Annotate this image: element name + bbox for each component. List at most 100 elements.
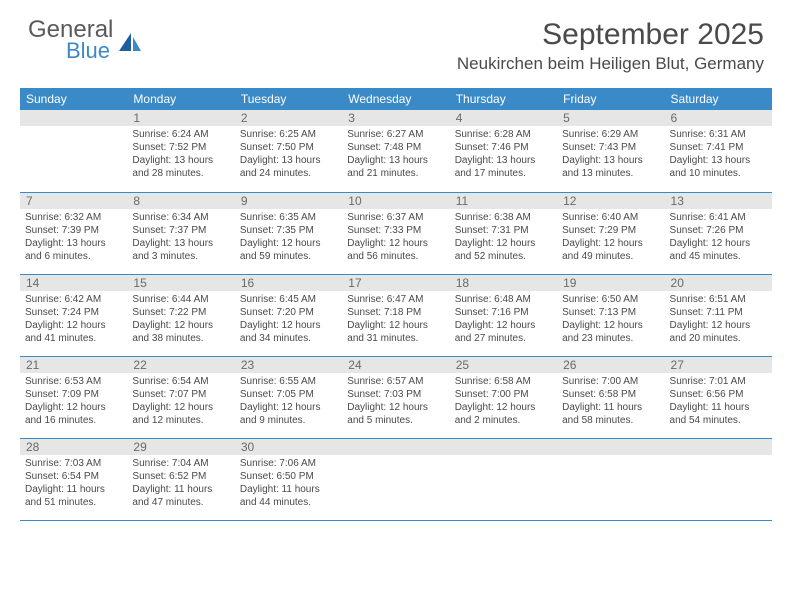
sunset-text: Sunset: 7:07 PM (132, 388, 229, 401)
sunset-text: Sunset: 7:29 PM (562, 224, 659, 237)
sunset-text: Sunset: 7:09 PM (25, 388, 122, 401)
day-number: 14 (20, 275, 127, 291)
day-number: 13 (665, 193, 772, 209)
day-number: 16 (235, 275, 342, 291)
sunrise-text: Sunrise: 6:42 AM (25, 293, 122, 306)
daylight-text: Daylight: 12 hours and 2 minutes. (455, 401, 552, 427)
day-number: 23 (235, 357, 342, 373)
sunrise-text: Sunrise: 6:25 AM (240, 128, 337, 141)
sunset-text: Sunset: 7:13 PM (562, 306, 659, 319)
sunset-text: Sunset: 7:20 PM (240, 306, 337, 319)
sunrise-text: Sunrise: 6:44 AM (132, 293, 229, 306)
sunset-text: Sunset: 7:41 PM (670, 141, 767, 154)
calendar-empty-cell (342, 438, 449, 520)
day-number-empty (557, 439, 664, 455)
daylight-text: Daylight: 12 hours and 56 minutes. (347, 237, 444, 263)
page-header: General Blue September 2025 Neukirchen b… (0, 0, 792, 80)
weekday-header: Sunday (20, 88, 127, 110)
day-details: Sunrise: 6:48 AMSunset: 7:16 PMDaylight:… (450, 291, 557, 349)
daylight-text: Daylight: 12 hours and 23 minutes. (562, 319, 659, 345)
calendar-day-cell: 4Sunrise: 6:28 AMSunset: 7:46 PMDaylight… (450, 110, 557, 192)
calendar-day-cell: 14Sunrise: 6:42 AMSunset: 7:24 PMDayligh… (20, 274, 127, 356)
calendar-day-cell: 23Sunrise: 6:55 AMSunset: 7:05 PMDayligh… (235, 356, 342, 438)
calendar-day-cell: 21Sunrise: 6:53 AMSunset: 7:09 PMDayligh… (20, 356, 127, 438)
day-details: Sunrise: 7:01 AMSunset: 6:56 PMDaylight:… (665, 373, 772, 431)
sunset-text: Sunset: 7:18 PM (347, 306, 444, 319)
sunset-text: Sunset: 7:22 PM (132, 306, 229, 319)
sunset-text: Sunset: 7:39 PM (25, 224, 122, 237)
sunset-text: Sunset: 6:54 PM (25, 470, 122, 483)
day-number: 5 (557, 110, 664, 126)
day-details: Sunrise: 6:34 AMSunset: 7:37 PMDaylight:… (127, 209, 234, 267)
sunset-text: Sunset: 6:56 PM (670, 388, 767, 401)
calendar-week-row: 21Sunrise: 6:53 AMSunset: 7:09 PMDayligh… (20, 356, 772, 438)
daylight-text: Daylight: 11 hours and 51 minutes. (25, 483, 122, 509)
calendar-day-cell: 2Sunrise: 6:25 AMSunset: 7:50 PMDaylight… (235, 110, 342, 192)
daylight-text: Daylight: 12 hours and 41 minutes. (25, 319, 122, 345)
day-number: 12 (557, 193, 664, 209)
sunrise-text: Sunrise: 6:50 AM (562, 293, 659, 306)
calendar-day-cell: 15Sunrise: 6:44 AMSunset: 7:22 PMDayligh… (127, 274, 234, 356)
calendar-empty-cell (20, 110, 127, 192)
calendar-day-cell: 22Sunrise: 6:54 AMSunset: 7:07 PMDayligh… (127, 356, 234, 438)
sunrise-text: Sunrise: 6:54 AM (132, 375, 229, 388)
calendar-day-cell: 5Sunrise: 6:29 AMSunset: 7:43 PMDaylight… (557, 110, 664, 192)
day-details: Sunrise: 6:55 AMSunset: 7:05 PMDaylight:… (235, 373, 342, 431)
day-number: 2 (235, 110, 342, 126)
calendar-day-cell: 28Sunrise: 7:03 AMSunset: 6:54 PMDayligh… (20, 438, 127, 520)
sunset-text: Sunset: 7:03 PM (347, 388, 444, 401)
day-number: 3 (342, 110, 449, 126)
sunrise-text: Sunrise: 6:37 AM (347, 211, 444, 224)
day-number-empty (665, 439, 772, 455)
day-details: Sunrise: 6:35 AMSunset: 7:35 PMDaylight:… (235, 209, 342, 267)
brand-logo: General Blue (28, 18, 143, 64)
sunset-text: Sunset: 7:50 PM (240, 141, 337, 154)
day-details: Sunrise: 6:50 AMSunset: 7:13 PMDaylight:… (557, 291, 664, 349)
daylight-text: Daylight: 12 hours and 38 minutes. (132, 319, 229, 345)
sunrise-text: Sunrise: 6:32 AM (25, 211, 122, 224)
calendar-day-cell: 7Sunrise: 6:32 AMSunset: 7:39 PMDaylight… (20, 192, 127, 274)
daylight-text: Daylight: 13 hours and 28 minutes. (132, 154, 229, 180)
sunrise-text: Sunrise: 7:04 AM (132, 457, 229, 470)
day-number: 6 (665, 110, 772, 126)
day-details: Sunrise: 7:03 AMSunset: 6:54 PMDaylight:… (20, 455, 127, 513)
day-number: 10 (342, 193, 449, 209)
calendar-day-cell: 16Sunrise: 6:45 AMSunset: 7:20 PMDayligh… (235, 274, 342, 356)
day-number: 28 (20, 439, 127, 455)
sunset-text: Sunset: 7:35 PM (240, 224, 337, 237)
day-number-empty (342, 439, 449, 455)
sunrise-text: Sunrise: 6:28 AM (455, 128, 552, 141)
sunset-text: Sunset: 7:16 PM (455, 306, 552, 319)
calendar-day-cell: 12Sunrise: 6:40 AMSunset: 7:29 PMDayligh… (557, 192, 664, 274)
daylight-text: Daylight: 12 hours and 52 minutes. (455, 237, 552, 263)
day-number: 27 (665, 357, 772, 373)
sunrise-text: Sunrise: 6:40 AM (562, 211, 659, 224)
day-details: Sunrise: 6:32 AMSunset: 7:39 PMDaylight:… (20, 209, 127, 267)
daylight-text: Daylight: 11 hours and 47 minutes. (132, 483, 229, 509)
calendar-empty-cell (665, 438, 772, 520)
calendar-week-row: 7Sunrise: 6:32 AMSunset: 7:39 PMDaylight… (20, 192, 772, 274)
day-details: Sunrise: 6:41 AMSunset: 7:26 PMDaylight:… (665, 209, 772, 267)
sunrise-text: Sunrise: 6:38 AM (455, 211, 552, 224)
sunset-text: Sunset: 7:33 PM (347, 224, 444, 237)
calendar-day-cell: 29Sunrise: 7:04 AMSunset: 6:52 PMDayligh… (127, 438, 234, 520)
day-number: 26 (557, 357, 664, 373)
sunrise-text: Sunrise: 6:34 AM (132, 211, 229, 224)
sunset-text: Sunset: 6:52 PM (132, 470, 229, 483)
day-number-empty (450, 439, 557, 455)
sunset-text: Sunset: 7:00 PM (455, 388, 552, 401)
weekday-header: Tuesday (235, 88, 342, 110)
daylight-text: Daylight: 12 hours and 45 minutes. (670, 237, 767, 263)
day-details: Sunrise: 6:45 AMSunset: 7:20 PMDaylight:… (235, 291, 342, 349)
calendar-day-cell: 1Sunrise: 6:24 AMSunset: 7:52 PMDaylight… (127, 110, 234, 192)
day-number: 11 (450, 193, 557, 209)
day-details: Sunrise: 7:06 AMSunset: 6:50 PMDaylight:… (235, 455, 342, 513)
calendar-empty-cell (450, 438, 557, 520)
month-title: September 2025 (457, 18, 764, 52)
day-details: Sunrise: 6:44 AMSunset: 7:22 PMDaylight:… (127, 291, 234, 349)
day-number: 20 (665, 275, 772, 291)
day-number: 25 (450, 357, 557, 373)
day-details: Sunrise: 6:24 AMSunset: 7:52 PMDaylight:… (127, 126, 234, 184)
brand-name-2: Blue (66, 38, 113, 64)
sunrise-text: Sunrise: 6:47 AM (347, 293, 444, 306)
